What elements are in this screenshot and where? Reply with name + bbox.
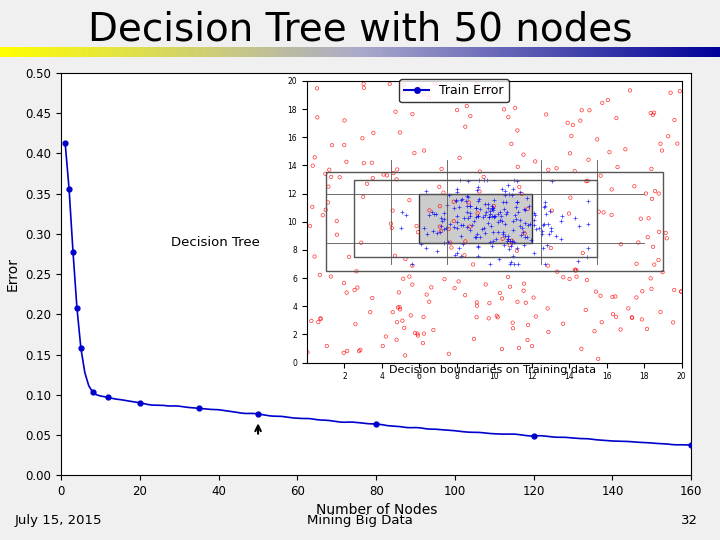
Text: 32: 32 bbox=[681, 514, 698, 527]
Y-axis label: Error: Error bbox=[6, 257, 20, 291]
Text: July 15, 2015: July 15, 2015 bbox=[14, 514, 102, 527]
Text: Decision Tree with 50 nodes: Decision Tree with 50 nodes bbox=[88, 11, 632, 49]
Text: Decision boundaries on Training data: Decision boundaries on Training data bbox=[390, 364, 596, 375]
Text: Decision Tree: Decision Tree bbox=[171, 236, 261, 249]
Legend: Train Error: Train Error bbox=[399, 79, 508, 102]
Text: Mining Big Data: Mining Big Data bbox=[307, 514, 413, 527]
X-axis label: Number of Nodes: Number of Nodes bbox=[315, 503, 437, 517]
